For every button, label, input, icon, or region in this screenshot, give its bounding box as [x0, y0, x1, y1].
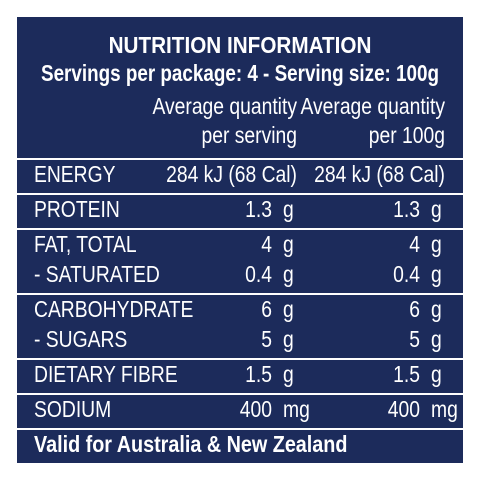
- nutrient-name: ENERGY: [34, 163, 116, 188]
- nutrient-name: SODIUM: [34, 398, 111, 423]
- amount: 284 kJ (68 Cal): [314, 163, 445, 188]
- amount: 0.4: [393, 263, 420, 288]
- nutrient-name: - SUGARS: [34, 328, 127, 353]
- nutrient-name: FAT, TOTAL: [34, 233, 137, 258]
- nutrient-name: CARBOHYDRATE: [34, 298, 193, 323]
- amount: 1.3: [245, 198, 272, 223]
- unit: mg: [431, 398, 458, 423]
- column-header: Average quantity: [152, 95, 297, 120]
- column-header: Average quantity: [300, 95, 445, 120]
- amount: 1.5: [393, 363, 420, 388]
- unit: g: [283, 298, 294, 323]
- unit: g: [283, 363, 294, 388]
- amount: 1.3: [393, 198, 420, 223]
- unit: g: [431, 298, 442, 323]
- unit: mg: [283, 398, 310, 423]
- unit: g: [283, 198, 294, 223]
- amount: 6: [409, 298, 420, 323]
- amount: 400: [240, 398, 272, 423]
- unit: g: [283, 328, 294, 353]
- unit: g: [431, 263, 442, 288]
- unit: g: [431, 198, 442, 223]
- unit: g: [431, 233, 442, 258]
- footer: Valid for Australia & New Zealand: [34, 432, 347, 458]
- unit: g: [283, 263, 294, 288]
- amount: 4: [261, 233, 272, 258]
- subtitle: Servings per package: 4 - Serving size: …: [41, 61, 439, 86]
- column-header: per 100g: [369, 124, 445, 149]
- amount: 6: [261, 298, 272, 323]
- nutrient-name: - SATURATED: [34, 263, 160, 288]
- amount: 284 kJ (68 Cal): [166, 163, 297, 188]
- title: NUTRITION INFORMATION: [109, 32, 372, 58]
- nutrient-name: DIETARY FIBRE: [34, 363, 178, 388]
- amount: 5: [409, 328, 420, 353]
- column-header: per serving: [202, 124, 297, 149]
- amount: 0.4: [245, 263, 272, 288]
- amount: 5: [261, 328, 272, 353]
- label-panel: [17, 17, 463, 463]
- unit: g: [431, 328, 442, 353]
- amount: 1.5: [245, 363, 272, 388]
- amount: 4: [409, 233, 420, 258]
- unit: g: [283, 233, 294, 258]
- unit: g: [431, 363, 442, 388]
- nutrient-name: PROTEIN: [34, 198, 120, 223]
- amount: 400: [388, 398, 420, 423]
